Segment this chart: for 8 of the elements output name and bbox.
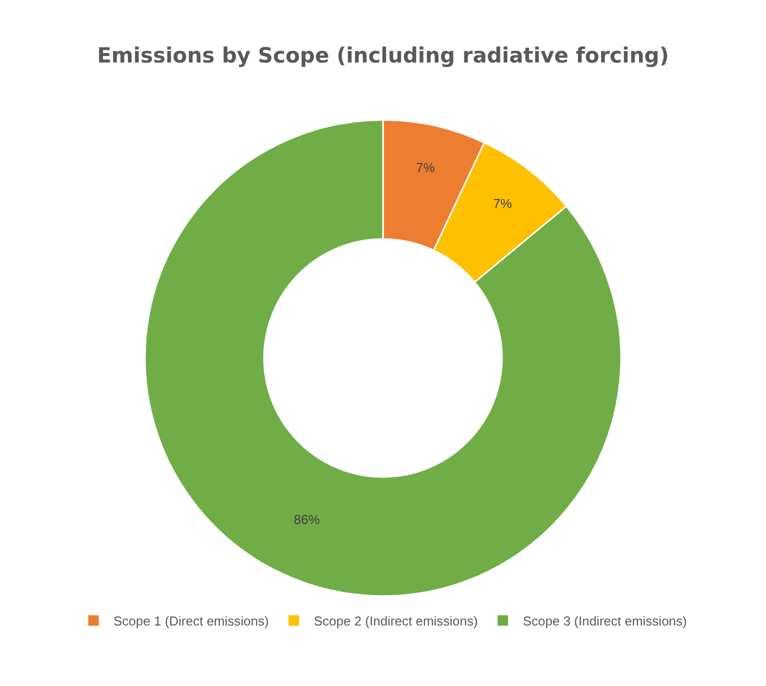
legend-label: Scope 2 (Indirect emissions): [314, 614, 478, 629]
chart-title: Emissions by Scope (including radiative forcing): [97, 44, 669, 68]
data-label: 7%: [416, 160, 436, 175]
donut-slice: [144, 119, 622, 596]
legend-label: Scope 1 (Direct emissions): [114, 614, 269, 629]
data-label: 86%: [294, 512, 320, 528]
legend-label: Scope 3 (Indirect emissions): [522, 614, 687, 629]
data-label: 7%: [493, 196, 512, 212]
